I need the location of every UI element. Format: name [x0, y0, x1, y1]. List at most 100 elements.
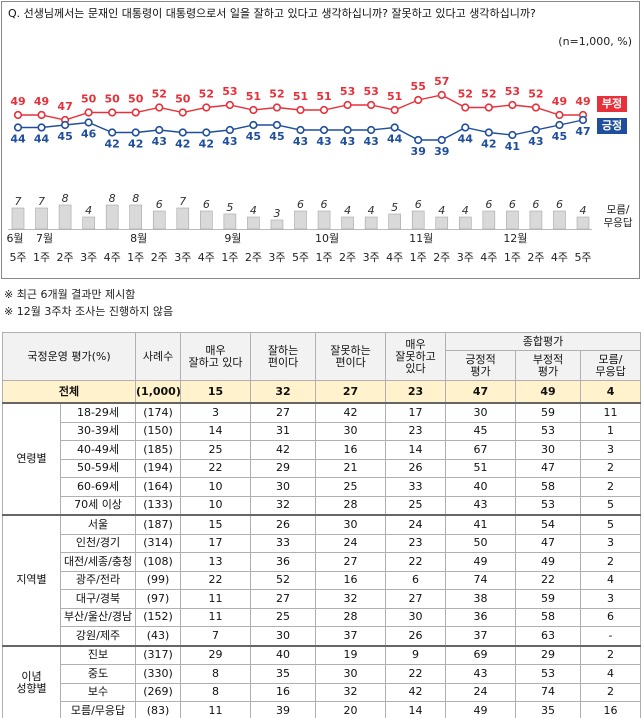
- data-label: 51: [246, 90, 261, 103]
- table-cell: 22: [180, 570, 252, 590]
- table-cell: 서울: [59, 514, 137, 535]
- table-cell: 40: [250, 644, 317, 665]
- data-label: 45: [246, 130, 261, 143]
- data-label: 39: [411, 145, 426, 158]
- header-cell: 국정운영 평가(%): [1, 332, 137, 381]
- chart-title: Q. 선생님께서는 문재인 대통령이 대통령으로서 일을 잘하고 있다고 생각하…: [8, 6, 536, 20]
- note: ※ 12월 3주차 조사는 진행하지 않음: [4, 305, 174, 318]
- data-label: 42: [128, 138, 143, 151]
- bar: [247, 216, 260, 230]
- table-cell: 59: [515, 589, 582, 609]
- header-cell: 부정적 평가: [515, 350, 582, 381]
- table-cell: (133): [135, 495, 182, 516]
- x-tick-label: 1주: [33, 251, 50, 264]
- bar-label: 5: [226, 201, 233, 214]
- table-cell: 14: [385, 440, 447, 460]
- data-label: 50: [81, 93, 97, 106]
- bar-label: 8: [62, 192, 69, 205]
- point: [578, 115, 588, 125]
- table-cell: 58: [515, 477, 582, 497]
- table-cell: 9: [385, 644, 447, 665]
- table-cell: 3: [580, 533, 642, 553]
- bar-label: 4: [368, 204, 375, 217]
- point: [390, 123, 399, 132]
- header-row: 긍정적 평가 부정적 평가 모름/ 무응답: [3, 350, 642, 381]
- table-cell: 70세 이상: [59, 495, 137, 516]
- table-cell: 13: [180, 552, 252, 572]
- header-cell: 사례수: [135, 332, 182, 381]
- x-tick-label: 2주: [151, 251, 168, 264]
- x-tick-label: 2주: [527, 251, 544, 264]
- data-label: 44: [387, 133, 403, 146]
- bar: [152, 210, 166, 230]
- table-cell: 2: [580, 682, 642, 702]
- bar: [82, 216, 95, 230]
- table-cell: 3: [580, 440, 642, 460]
- table-cell: 47: [515, 533, 582, 553]
- bar: [506, 210, 519, 230]
- note: ※ 최근 6개월 결과만 제시함: [4, 288, 136, 301]
- data-label: 52: [528, 88, 543, 101]
- table-cell: (150): [135, 421, 182, 441]
- table-cell: 14: [180, 421, 252, 441]
- table-cell: 4: [580, 380, 642, 404]
- data-label: 52: [152, 88, 167, 101]
- data-label: 53: [340, 85, 355, 98]
- table-cell: 6: [580, 607, 642, 627]
- data-label: 55: [411, 80, 426, 93]
- table-cell: 22: [385, 664, 447, 684]
- data-label: 53: [363, 85, 378, 98]
- bar-label: 4: [580, 204, 587, 217]
- table-cell: 17: [180, 533, 252, 553]
- data-label: 43: [293, 135, 308, 148]
- legend-label: 긍정: [602, 118, 622, 132]
- bar: [129, 204, 143, 230]
- table-cell: 16: [250, 682, 317, 702]
- table-cell: 2: [580, 477, 642, 497]
- table-cell: 28: [315, 607, 387, 627]
- x-tick-label: 1주: [221, 251, 238, 264]
- table-cell: 대구/경북: [59, 589, 137, 609]
- chart-frame: [1, 1, 640, 279]
- table-row: 대전/세종/충청 (108) 13 36 27 22 49 49 2: [3, 552, 642, 572]
- point: [343, 100, 352, 110]
- data-label: 49: [34, 95, 49, 108]
- table-cell: 67: [445, 440, 517, 460]
- x-tick-label: 3주: [457, 251, 474, 264]
- point: [202, 103, 211, 112]
- table-cell: 5: [580, 514, 642, 535]
- bar-label: 8: [132, 192, 139, 205]
- data-label: 45: [269, 130, 284, 143]
- group-cell: 이념 성향별: [2, 644, 61, 718]
- data-label: 47: [575, 125, 590, 138]
- table-row: 모름/무응답 (83) 11 39 20 14 49 35 16: [3, 701, 642, 718]
- bar: [294, 210, 307, 230]
- table-cell: 30: [385, 607, 447, 627]
- table-cell: 32: [250, 380, 317, 404]
- table-cell: (269): [135, 682, 182, 702]
- table-cell: 30: [315, 514, 387, 535]
- total-row: 전체 (1,000) 15 32 27 23 47 49 4: [1, 380, 642, 404]
- table-cell: 15: [180, 514, 252, 535]
- table-cell: 53: [515, 495, 582, 516]
- table-cell: 24: [315, 533, 387, 553]
- table-row: 70세 이상 (133) 10 32 28 25 43 53 5: [3, 495, 642, 516]
- table-cell: 26: [385, 458, 447, 478]
- table-row: 50-59세 (194) 22 29 21 26 51 47 2: [3, 458, 642, 478]
- table-cell: 25: [385, 495, 447, 516]
- data-label: 53: [222, 85, 237, 98]
- x-tick-label: 4주: [386, 251, 403, 264]
- month-label: 12월: [503, 232, 527, 245]
- table-row: 30-39세 (150) 14 31 30 23 45 53 1: [3, 421, 642, 441]
- header-cell: 긍정적 평가: [445, 350, 517, 381]
- table-cell: 38: [445, 589, 517, 609]
- point: [555, 110, 564, 120]
- point: [225, 100, 234, 110]
- table-cell: 28: [315, 495, 387, 516]
- x-tick-label: 1주: [315, 251, 332, 264]
- data-label: 42: [481, 138, 496, 151]
- header-cell: 종합평가: [445, 332, 642, 351]
- table-cell: 41: [445, 514, 517, 535]
- table-cell: 43: [445, 495, 517, 516]
